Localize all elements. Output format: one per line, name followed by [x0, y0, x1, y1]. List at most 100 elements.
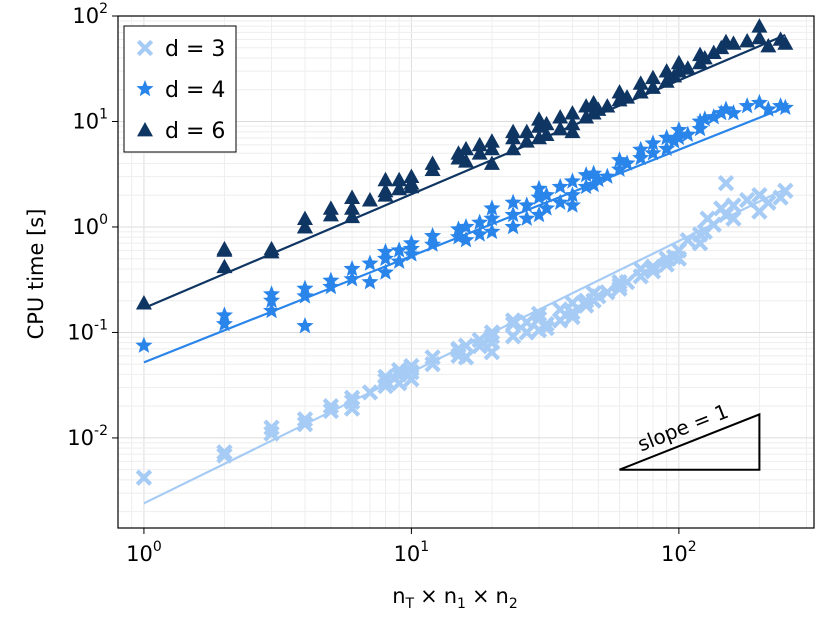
data-point-triangle: [696, 49, 713, 65]
data-point-triangle: [751, 18, 768, 33]
data-point-triangle: [531, 111, 548, 126]
data-point-star: [632, 140, 650, 157]
y-tick-label: 100: [72, 212, 108, 239]
data-point-star: [717, 100, 735, 117]
data-point-star: [457, 231, 475, 248]
data-point-star: [402, 239, 420, 257]
data-point-star: [471, 225, 489, 242]
data-point-triangle: [458, 153, 474, 168]
data-point-triangle: [361, 192, 378, 207]
data-point-triangle: [751, 29, 768, 45]
data-point-star: [296, 317, 314, 334]
data-point-star: [390, 252, 408, 269]
data-point-triangle: [518, 123, 535, 139]
data-point-star: [563, 196, 581, 213]
data-point-cross: [518, 314, 535, 331]
data-point-star: [530, 205, 548, 223]
legend-label: d = 6: [165, 119, 225, 144]
slope-annotation: slope = 1: [619, 399, 761, 471]
data-point-cross: [705, 216, 722, 233]
data-point-star: [376, 263, 395, 280]
y-axis-label: CPU time [s]: [24, 209, 48, 340]
data-point-triangle: [296, 210, 313, 226]
data-point-triangle: [632, 75, 649, 90]
y-tick-label: 101: [72, 106, 108, 133]
data-point-star: [577, 166, 595, 183]
data-point-triangle: [777, 35, 794, 50]
data-point-cross: [618, 273, 636, 291]
data-point-cross: [518, 324, 535, 341]
data-point-cross: [552, 312, 569, 329]
data-point-cross: [504, 315, 522, 333]
data-point-star: [679, 125, 697, 142]
data-point-star: [402, 245, 420, 262]
data-point-cross: [216, 447, 233, 464]
data-point-triangle: [483, 140, 500, 156]
data-point-star: [738, 97, 756, 114]
data-point-cross: [457, 349, 475, 366]
data-point-star: [759, 100, 777, 117]
data-point-cross: [504, 312, 522, 329]
data-point-star: [750, 93, 768, 111]
data-point-star: [618, 154, 636, 171]
data-point-triangle: [505, 140, 522, 156]
data-point-cross: [322, 398, 340, 415]
data-point-star: [390, 241, 408, 258]
data-point-triangle: [611, 84, 628, 99]
data-point-star: [361, 273, 379, 290]
legend: d = 3 d = 4 d = 6: [123, 25, 237, 153]
data-point-star: [712, 104, 730, 121]
data-point-cross: [599, 284, 616, 301]
data-point-triangle: [344, 208, 361, 224]
data-point-star: [665, 132, 683, 149]
data-point-triangle: [518, 133, 535, 148]
data-point-star: [483, 199, 501, 216]
data-point-star: [691, 112, 709, 129]
data-point-cross: [777, 182, 794, 200]
data-point-cross: [343, 389, 361, 406]
data-point-star: [610, 160, 629, 177]
data-point-star: [449, 228, 468, 245]
data-point-cross: [725, 210, 742, 227]
data-point-star: [483, 222, 501, 240]
data-point-star: [343, 259, 361, 277]
data-point-star: [537, 199, 556, 216]
data-point-star: [296, 279, 314, 296]
data-point-triangle: [135, 295, 152, 310]
data-point-star: [530, 188, 548, 205]
data-point-triangle: [216, 240, 233, 256]
data-point-cross: [457, 337, 475, 354]
data-point-triangle: [632, 84, 649, 99]
data-point-star: [598, 167, 616, 184]
data-point-cross: [504, 328, 522, 345]
legend-marker-star: [136, 80, 154, 97]
data-point-cross: [538, 315, 555, 333]
data-point-star: [589, 170, 607, 188]
data-point-triangle: [658, 63, 675, 78]
data-point-triangle: [739, 32, 756, 48]
data-point-triangle: [538, 115, 555, 131]
data-point-star: [424, 227, 442, 244]
data-point-cross: [471, 331, 488, 349]
data-point-star: [518, 196, 536, 213]
data-point-star: [670, 121, 688, 138]
data-point-star: [215, 315, 233, 332]
data-point-star: [577, 177, 595, 195]
data-point-star: [262, 285, 281, 302]
data-point-star: [670, 128, 688, 146]
y-tick-label: 10-2: [67, 423, 108, 450]
data-point-star: [376, 242, 395, 260]
data-point-cross: [377, 368, 394, 385]
data-point-cross: [377, 372, 394, 389]
data-point-cross: [632, 260, 649, 278]
data-point-star: [537, 186, 556, 203]
data-point-triangle: [377, 171, 394, 187]
data-point-star: [322, 277, 340, 295]
data-point-triangle: [619, 89, 636, 104]
data-point-triangle: [505, 123, 522, 139]
data-point-star: [504, 205, 522, 223]
data-point-cross: [564, 308, 581, 326]
legend-marker-triangle: [137, 122, 153, 137]
data-point-star: [504, 217, 522, 235]
data-points: [135, 18, 794, 486]
